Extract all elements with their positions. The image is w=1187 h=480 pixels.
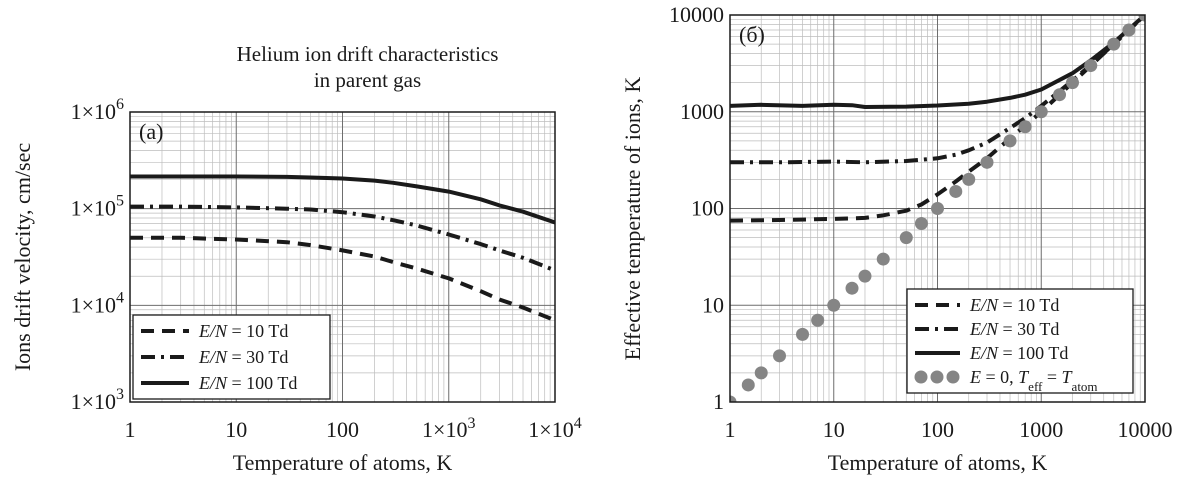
data-point	[858, 269, 872, 283]
x-tick-label: 10	[823, 417, 845, 442]
x-tick-label: 10000	[1118, 417, 1173, 442]
legend-entry-label: E/N = 10 Td	[969, 295, 1059, 315]
data-point	[1018, 120, 1032, 134]
series-4-points	[730, 15, 1145, 402]
y-tick-label: 10000	[669, 2, 724, 27]
data-point	[845, 281, 859, 295]
x-tick-label: 1	[725, 417, 736, 442]
series-line-dashed	[130, 235, 555, 323]
legend-entry-label: E/N = 100 Td	[969, 343, 1068, 363]
legend: E/N = 10 Td E/N = 30 Td E/N = 100 Td E = 0,…	[906, 288, 1134, 394]
legend-entry-label: E/N = 100 Td	[198, 373, 297, 393]
panel-label: (б)	[739, 22, 765, 47]
legend-entry-label: E/N = 30 Td	[198, 347, 288, 367]
y-tick-label: 10	[702, 292, 724, 317]
x-tick-label: 1×103	[422, 415, 475, 442]
data-point	[914, 216, 928, 230]
y-axis-label: Ions drift velocity, cm/sec	[10, 143, 35, 372]
data-point	[796, 327, 810, 341]
y-tick-label: 100	[691, 196, 724, 221]
y-tick-label: 1×104	[71, 289, 124, 317]
data-point	[754, 366, 768, 380]
y-axis-label: Effective temperature of ions, K	[620, 77, 645, 361]
data-point	[827, 298, 841, 312]
plot-area	[730, 15, 1145, 402]
data-point	[1138, 15, 1145, 22]
plot-frame	[729, 14, 1146, 403]
data-point	[980, 155, 994, 169]
legend: E/N = 10 Td E/N = 30 Td E/N = 100 Td	[132, 314, 331, 400]
data-point	[899, 231, 913, 245]
legend-swatch-dot	[914, 370, 928, 384]
data-point	[730, 395, 737, 402]
legend-entry-label: E/N = 10 Td	[198, 321, 288, 341]
data-point	[1084, 59, 1098, 73]
x-axis-label: Temperature of atoms, K	[233, 450, 453, 475]
data-point	[962, 172, 976, 186]
y-tick-label: 1	[713, 389, 724, 414]
series-line-dashdot	[130, 204, 555, 273]
legend-swatch-dot	[930, 370, 944, 384]
y-tick-label: 1×103	[71, 386, 124, 414]
x-tick-label: 100	[921, 417, 954, 442]
data-point	[1034, 105, 1048, 119]
data-point	[876, 252, 890, 266]
chart-panel-2: 1 10 100 1000 10000 1 10 100 1000 10000 Temperatur…	[620, 2, 1173, 475]
plot-area	[130, 174, 555, 323]
data-point	[773, 349, 787, 363]
data-point	[1122, 23, 1136, 37]
data-point	[949, 184, 963, 198]
data-point	[811, 313, 825, 327]
data-point	[741, 378, 755, 392]
y-tick-label: 1×105	[71, 193, 124, 221]
legend-box	[906, 288, 1134, 394]
y-tick-label: 1×106	[71, 96, 124, 124]
series-line-solid	[130, 174, 555, 225]
x-tick-label: 100	[326, 417, 359, 442]
legend-entry-label: E = 0, Teff = Tatom	[969, 367, 1098, 394]
x-tick-label: 10	[225, 417, 247, 442]
data-point	[1107, 37, 1121, 51]
x-tick-label: 1×104	[528, 415, 581, 442]
x-tick-label: 1000	[1019, 417, 1063, 442]
chart-panel-1: 1 10 100 1×103 1×104 1×103 1×104 1×105 1×106 Temp…	[10, 42, 582, 475]
plot-frame	[129, 111, 556, 403]
series-line-dashdot	[730, 15, 1145, 165]
chart-title-line: Helium ion drift characteristics	[237, 42, 499, 66]
panel-label: (a)	[139, 119, 163, 144]
data-point	[1065, 76, 1079, 90]
data-point	[1053, 88, 1067, 102]
legend-swatch-dot	[946, 370, 960, 384]
data-point	[931, 202, 944, 215]
series-line-dashed	[730, 15, 1145, 223]
x-tick-label: 1	[125, 417, 136, 442]
x-axis-label: Temperature of atoms, K	[828, 450, 1048, 475]
chart-title-line: in parent gas	[314, 68, 421, 92]
legend-entry-label: E/N = 30 Td	[969, 319, 1059, 339]
data-point	[1003, 134, 1017, 148]
series-line-solid	[730, 15, 1145, 109]
y-tick-label: 1000	[680, 99, 724, 124]
